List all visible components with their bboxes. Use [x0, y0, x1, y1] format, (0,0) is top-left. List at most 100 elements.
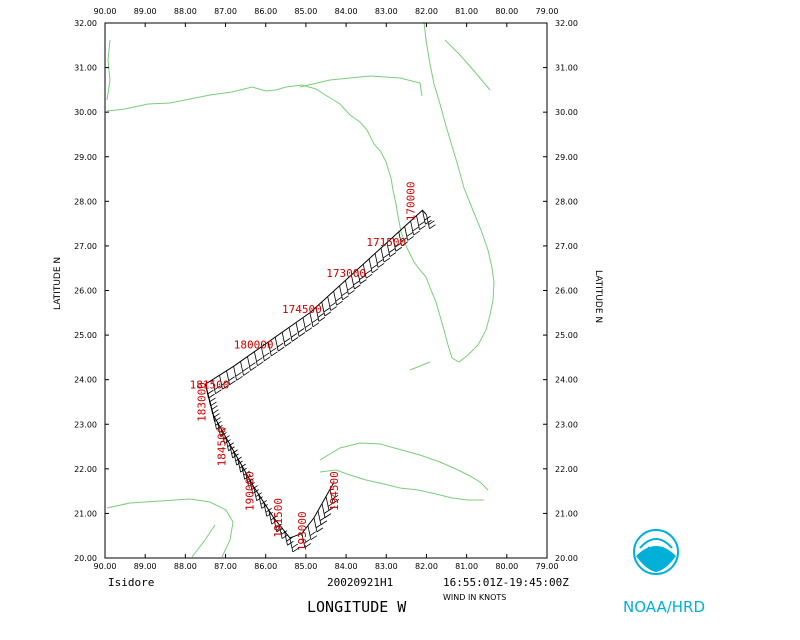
wind-barb [315, 307, 326, 322]
wind-barb [217, 422, 227, 437]
wind-barb [398, 231, 408, 247]
wind-barb [422, 210, 432, 225]
lon-tick-top: 79.00 [536, 7, 559, 16]
lon-tick-top: 81.00 [455, 7, 478, 16]
right-axis-label: LATITUDE N [593, 270, 603, 323]
lon-tick-top: 90.00 [94, 7, 117, 16]
lat-tick-right: 20.00 [555, 554, 578, 563]
time-label: 194500 [328, 471, 341, 511]
lon-tick-top: 87.00 [214, 7, 237, 16]
time-label: 180000 [234, 338, 274, 351]
wind-barb [404, 226, 414, 241]
wind-barb [209, 399, 219, 415]
wind-barb [301, 533, 312, 548]
lat-tick-right: 21.00 [555, 509, 578, 518]
wind-barb [213, 415, 223, 430]
time-label: 191500 [272, 498, 285, 538]
wind-barb [309, 312, 320, 328]
wind-barbs [205, 210, 436, 553]
wind-barb [327, 296, 337, 311]
wind-barb [329, 489, 340, 504]
lon-tick-bottom: 83.00 [375, 562, 398, 571]
lon-tick-top: 83.00 [375, 7, 398, 16]
wind-barb [284, 531, 294, 546]
lat-tick-left: 25.00 [74, 331, 97, 340]
lat-tick-left: 26.00 [74, 287, 97, 296]
wind-barb [229, 443, 239, 459]
flight-id: 20020921H1 [327, 576, 393, 589]
lon-tick-bottom: 89.00 [134, 562, 157, 571]
x-axis-title: LONGITUDE W [307, 598, 407, 616]
wind-barb [350, 274, 361, 290]
wind-barb [278, 524, 289, 539]
wind-barb [237, 458, 247, 473]
lat-tick-left: 32.00 [74, 19, 97, 28]
coastline-layer [106, 21, 495, 558]
lat-tick-right: 27.00 [555, 242, 578, 251]
wind-units: WIND IN KNOTS [443, 593, 506, 602]
lon-tick-bottom: 88.00 [174, 562, 197, 571]
wind-barb [225, 436, 235, 452]
lat-tick-right: 30.00 [555, 108, 578, 117]
lat-tick-right: 22.00 [555, 465, 578, 474]
wind-barb [267, 341, 278, 357]
time-label: 184500 [216, 427, 229, 467]
lon-tick-top: 85.00 [294, 7, 317, 16]
wind-barb [221, 429, 231, 444]
wind-barb [302, 317, 313, 332]
wind-barb [241, 465, 251, 480]
wind-barb [333, 291, 343, 306]
lat-tick-right: 23.00 [555, 420, 578, 429]
wind-barb [368, 258, 379, 274]
lon-tick-bottom: 85.00 [294, 562, 317, 571]
wind-barb [240, 361, 250, 376]
wind-barb [226, 370, 236, 386]
wind-barb [281, 332, 292, 347]
lat-tick-right: 25.00 [555, 331, 578, 340]
wind-barb [362, 264, 373, 279]
noaa-logo: NOAA [633, 529, 679, 575]
wind-barb [416, 215, 426, 230]
time-label: 173000 [326, 267, 366, 280]
left-axis-label: LATITUDE N [53, 257, 63, 310]
lat-tick-right: 24.00 [555, 376, 578, 385]
lat-tick-right: 28.00 [555, 197, 578, 206]
lat-tick-left: 27.00 [74, 242, 97, 251]
lon-tick-bottom: 82.00 [415, 562, 438, 571]
lat-tick-left: 22.00 [74, 465, 97, 474]
wind-barb [339, 285, 349, 301]
time-label: 190000 [244, 471, 257, 511]
wind-barb [207, 391, 217, 407]
time-range: 16:55:01Z-19:45:00Z [443, 576, 569, 589]
lat-tick-left: 20.00 [74, 554, 97, 563]
time-label: 183000 [195, 382, 208, 422]
lon-tick-bottom: 79.00 [536, 562, 559, 571]
lat-tick-right: 26.00 [555, 287, 578, 296]
lat-tick-left: 24.00 [74, 376, 97, 385]
plot-frame [104, 22, 548, 559]
lat-tick-right: 31.00 [555, 64, 578, 73]
time-label: 171500 [366, 236, 406, 249]
wind-barb [356, 269, 367, 284]
wind-barb [307, 525, 318, 541]
lon-tick-top: 89.00 [134, 7, 157, 16]
lon-tick-top: 82.00 [415, 7, 438, 16]
wind-barb [274, 337, 285, 352]
wind-barb [219, 375, 229, 390]
lon-tick-bottom: 81.00 [455, 562, 478, 571]
lat-tick-right: 32.00 [555, 19, 578, 28]
lon-tick-bottom: 86.00 [254, 562, 277, 571]
wind-barb [288, 327, 299, 342]
wind-barb [254, 351, 264, 367]
lon-tick-top: 80.00 [495, 7, 518, 16]
wind-barb [321, 301, 331, 317]
time-label: 181500 [190, 379, 230, 392]
axis-ticks: 90.00 90.00 89.00 89.00 88.00 88.00 87.00 87.00… [74, 7, 578, 571]
lat-tick-left: 28.00 [74, 197, 97, 206]
time-labels: 170000 171500 173000 174500 180000 1815001830… [190, 181, 418, 551]
wind-barb [260, 346, 271, 362]
wind-barb [374, 253, 385, 268]
wind-barb [273, 517, 283, 533]
lat-tick-left: 29.00 [74, 153, 97, 162]
